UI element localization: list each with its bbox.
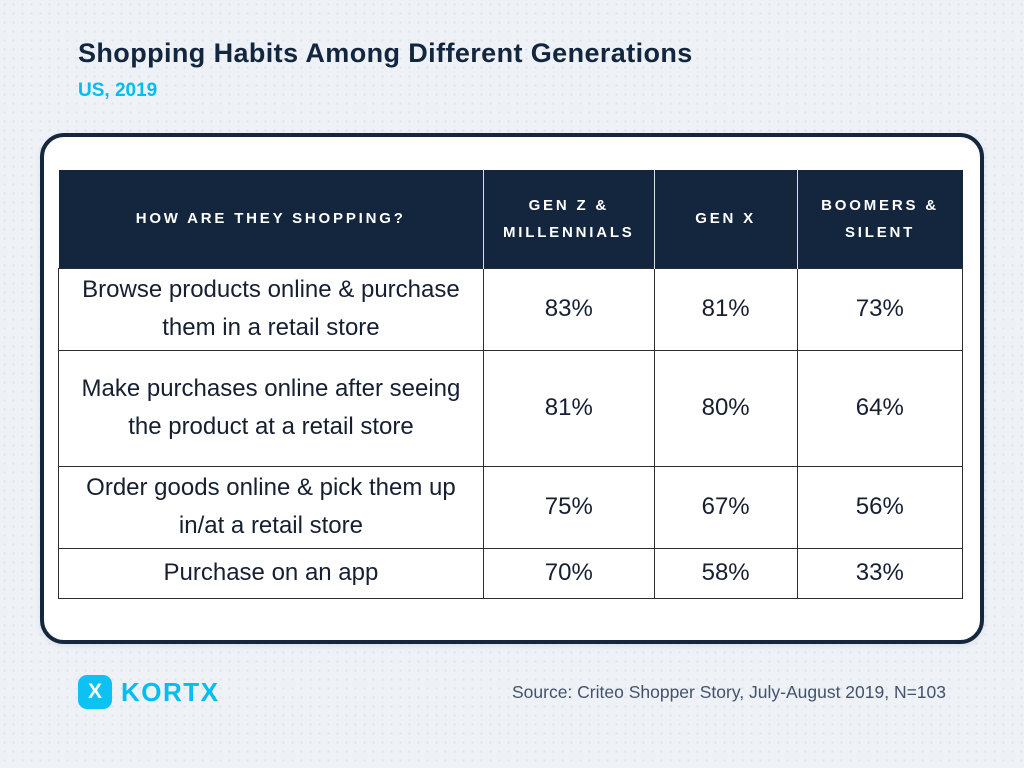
value-cell: 81% [653,267,798,351]
row-label: Purchase on an app [58,547,484,599]
column-header-genx: GEN X [654,170,798,268]
kortx-wordmark: KORTX [121,676,220,707]
value-cell: 67% [653,465,798,549]
table-row: Make purchases online after seeing the p… [58,349,964,467]
value-cell: 64% [796,349,964,467]
table-row: Browse products online & purchase them i… [58,267,964,351]
value-cell: 73% [796,267,964,351]
column-header-question: HOW ARE THEY SHOPPING? [58,170,484,268]
value-cell: 70% [482,547,655,599]
table-card: HOW ARE THEY SHOPPING? GEN Z & MILLENNIA… [40,133,984,644]
column-header-boomers-silent: BOOMERS & SILENT [797,170,963,268]
value-cell: 81% [482,349,655,467]
value-cell: 58% [653,547,798,599]
page-heading: Shopping Habits Among Different Generati… [78,38,693,102]
value-cell: 80% [653,349,798,467]
table-row: Order goods online & pick them up in/at … [58,465,964,549]
source-text: Source: Criteo Shopper Story, July-Augus… [511,682,946,702]
shopping-habits-table: HOW ARE THEY SHOPPING? GEN Z & MILLENNIA… [58,170,964,599]
page-title: Shopping Habits Among Different Generati… [78,38,693,68]
row-label: Browse products online & purchase them i… [58,267,484,351]
kortx-logo-icon: X [78,675,112,709]
page-subtitle: US, 2019 [78,80,158,101]
value-cell: 33% [796,547,964,599]
row-label: Make purchases online after seeing the p… [58,349,484,467]
value-cell: 83% [482,267,655,351]
table-row: Purchase on an app 70% 58% 33% [58,547,964,599]
kortx-logo: X KORTX [78,675,220,709]
column-header-genz-millennials: GEN Z & MILLENNIALS [483,170,655,268]
value-cell: 75% [482,465,655,549]
row-label: Order goods online & pick them up in/at … [58,465,484,549]
value-cell: 56% [796,465,964,549]
table-header-row: HOW ARE THEY SHOPPING? GEN Z & MILLENNIA… [58,170,963,268]
